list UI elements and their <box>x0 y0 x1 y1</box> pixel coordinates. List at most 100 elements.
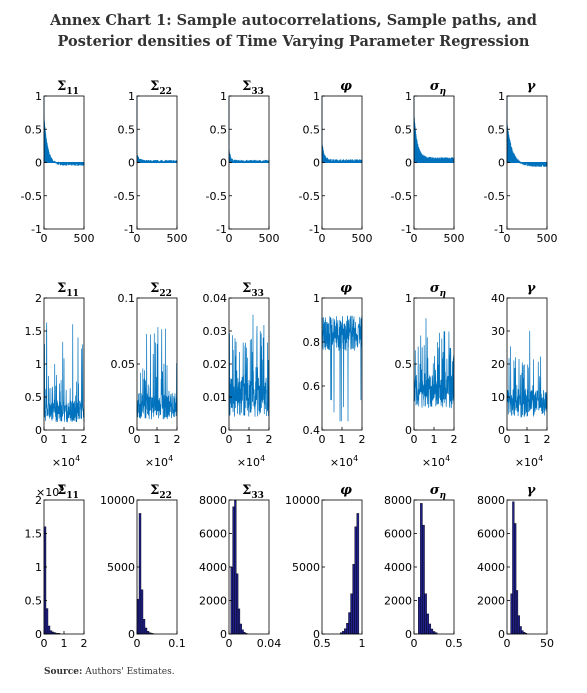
histogram-bar-3-1 <box>342 631 345 635</box>
y-tick-label-5-2: 20 <box>491 358 505 371</box>
y-tick-label-3-0: 10000 <box>285 494 320 507</box>
x-tick-label-2-1: 500 <box>259 232 280 245</box>
x-tick-label-3-0: 0 <box>319 433 326 446</box>
x-tick-label-5-0: 0 <box>504 637 511 650</box>
acf-bars-0 <box>43 96 85 166</box>
y-tick-label-3-2: 0 <box>313 157 320 170</box>
y-tick-label-4-3: -0.5 <box>391 190 412 203</box>
x-tick-label-1-1: 1 <box>154 433 161 446</box>
panel-title-5-sample_path: γ <box>527 281 537 296</box>
y-tick-label-5-4: -1 <box>494 223 505 236</box>
x-tick-label-0-1: 500 <box>74 232 95 245</box>
y-tick-label-2-3: 2000 <box>199 595 227 608</box>
x-tick-label-1-0: 0 <box>134 433 141 446</box>
source-text: Authors' Estimates. <box>85 667 175 677</box>
histogram-bar-0-1 <box>45 608 49 635</box>
y-tick-label-2-2: 0.02 <box>203 358 228 371</box>
histogram-bar-2-1 <box>232 506 235 635</box>
y-tick-label-1-2: 0 <box>128 628 135 641</box>
acf-bars-4 <box>413 96 455 163</box>
sample-path-line-3 <box>321 314 363 422</box>
y-tick-label-1-2: 0 <box>128 157 135 170</box>
panel-title-2-sample_path: Σ33 <box>242 281 264 299</box>
x-tick-label-3-1: 500 <box>352 232 373 245</box>
x-exponent-label-5: ×104 <box>515 454 543 469</box>
histogram-bar-2-6 <box>241 629 244 635</box>
x-tick-label-2-1: 0.04 <box>257 637 282 650</box>
x-exponent-label-1: ×104 <box>145 454 173 469</box>
histogram-bar-3-7 <box>354 526 358 635</box>
y-tick-label-2-1: 0.03 <box>203 325 228 338</box>
histogram-bar-1-1 <box>138 513 142 635</box>
y-tick-label-2-2: 4000 <box>199 561 227 574</box>
x-tick-label-4-0: 0 <box>411 637 418 650</box>
y-tick-label-3-1: 5000 <box>292 561 320 574</box>
y-tick-label-4-0: 8000 <box>384 494 412 507</box>
y-tick-label-0-2: 1 <box>35 561 42 574</box>
y-tick-label-5-1: 6000 <box>477 528 505 541</box>
y-tick-label-0-0: 1 <box>35 90 42 103</box>
histogram-bar-2-2 <box>234 499 237 635</box>
x-tick-label-0-2: 2 <box>81 433 88 446</box>
y-tick-label-3-3: -0.5 <box>299 190 320 203</box>
y-tick-label-4-0: 1 <box>405 292 412 305</box>
x-tick-label-5-0: 0 <box>504 232 511 245</box>
x-tick-label-1-1: 500 <box>167 232 188 245</box>
histogram-bar-4-6 <box>430 628 434 635</box>
panel-title-1-posterior_density: Σ22 <box>150 483 172 501</box>
histogram-bar-5-6 <box>521 630 524 635</box>
y-tick-label-0-3: 0.5 <box>25 391 43 404</box>
y-tick-label-5-0: 40 <box>491 292 505 305</box>
y-tick-label-0-2: 1 <box>35 358 42 371</box>
histogram-bar-2-3 <box>236 573 239 635</box>
panel-title-4-posterior_density: ση <box>430 483 447 501</box>
y-tick-label-3-0: 1 <box>313 292 320 305</box>
y-tick-label-5-1: 0.5 <box>488 123 506 136</box>
histogram-bar-3-5 <box>350 593 353 635</box>
y-tick-label-0-1: 1.5 <box>25 325 43 338</box>
x-tick-label-5-1: 500 <box>537 232 558 245</box>
x-tick-label-4-1: 0.5 <box>445 637 463 650</box>
y-tick-label-4-2: 4000 <box>384 561 412 574</box>
y-tick-label-2-0: 8000 <box>199 494 227 507</box>
panel-title-0-sample_path: Σ11 <box>57 281 79 299</box>
sample-path-line-2 <box>228 314 270 417</box>
sample-path-line-5 <box>506 330 548 418</box>
histogram-bar-3-8 <box>356 513 360 635</box>
acf-bars-1 <box>136 96 178 164</box>
y-tick-label-0-2: 0 <box>35 157 42 170</box>
histogram-bar-4-1 <box>420 503 423 635</box>
y-tick-label-1-1: 0.5 <box>118 123 136 136</box>
x-tick-label-3-0: 0.5 <box>313 637 331 650</box>
histogram-bar-5-2 <box>514 523 517 635</box>
sample-path-line-1 <box>136 327 178 420</box>
panel-title-3-posterior_density: φ <box>340 483 352 498</box>
y-tick-label-5-1: 30 <box>491 325 505 338</box>
y-tick-label-5-0: 1 <box>498 90 505 103</box>
x-tick-label-4-0: 0 <box>411 232 418 245</box>
y-tick-label-3-0: 1 <box>313 90 320 103</box>
y-tick-label-1-0: 1 <box>128 90 135 103</box>
acf-bars-3 <box>321 96 363 163</box>
histogram-bar-1-2 <box>140 589 144 635</box>
y-tick-label-5-2: 0 <box>498 157 505 170</box>
panel-title-3-autocorrelation: φ <box>340 79 352 94</box>
panel-posterior_density-5: 8000 6000 4000 2000 00 50 γ <box>477 483 554 650</box>
x-tick-label-0-1: 1 <box>61 433 68 446</box>
histogram-bar-5-5 <box>519 626 522 635</box>
panel-title-2-posterior_density: Σ33 <box>242 483 264 501</box>
x-tick-label-2-2: 2 <box>266 433 273 446</box>
y-tick-label-0-0: 2 <box>35 292 42 305</box>
x-tick-label-0-2: 2 <box>81 637 88 650</box>
y-tick-label-5-4: 0 <box>498 628 505 641</box>
y-tick-label-2-4: 0 <box>220 628 227 641</box>
x-tick-label-1-0: 0 <box>134 232 141 245</box>
